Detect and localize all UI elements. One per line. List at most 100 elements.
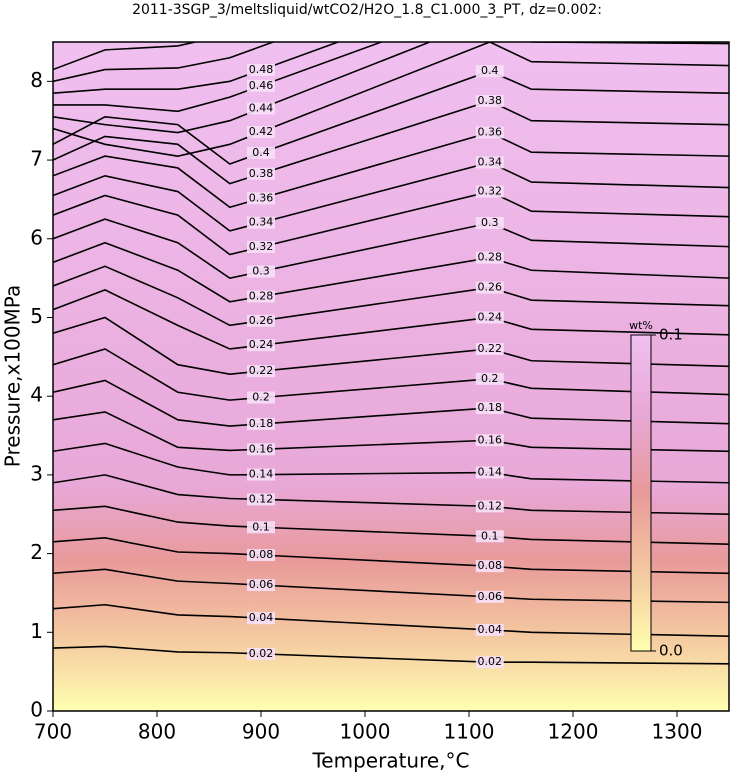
y-tick-label: 0	[30, 698, 43, 722]
contour-label: 0.16	[249, 442, 274, 455]
contour-line	[53, 537, 729, 575]
y-axis-label: Pressure,x100MPa	[1, 285, 25, 467]
contour-line	[53, 42, 276, 83]
contour-label: 0.38	[478, 94, 503, 107]
colorbar	[630, 334, 652, 652]
contour-label: 0.28	[478, 251, 503, 264]
x-tick-label: 900	[242, 720, 280, 744]
contour-label-bg	[475, 500, 504, 513]
contour-label-bg	[475, 217, 504, 230]
contour-label-bg	[247, 167, 275, 180]
y-tick-label: 8	[30, 68, 43, 92]
y-tick-label: 1	[30, 619, 43, 643]
contour-label-bg	[247, 64, 275, 77]
contour-label-bg	[247, 647, 275, 660]
contour-line	[53, 265, 729, 327]
contour-label: 0.14	[478, 466, 503, 479]
contour-label-bg	[247, 192, 275, 205]
x-tick-label: 700	[34, 720, 72, 744]
contour-label: 0.14	[249, 468, 274, 481]
contour-label-bg	[247, 417, 275, 430]
contour-label-bg	[247, 612, 275, 625]
contour-line	[53, 505, 729, 545]
contour-label-bg	[247, 443, 275, 456]
contour-label: 0.26	[249, 314, 274, 327]
contour-line	[53, 131, 729, 209]
contour-line	[53, 316, 729, 375]
contour-label: 0.12	[478, 499, 503, 512]
contour-label: 0.36	[478, 126, 503, 139]
contour-label: 0.18	[478, 401, 503, 414]
contour-label: 0.18	[249, 417, 274, 430]
contour-label: 0.2	[481, 372, 499, 385]
contour-line	[53, 411, 729, 453]
contour-label: 0.42	[249, 125, 274, 138]
contour-line	[53, 348, 729, 401]
contour-label: 0.3	[481, 216, 499, 229]
contour-label-bg	[475, 401, 504, 414]
contour-label: 0.22	[478, 342, 503, 355]
contour-label-bg	[247, 468, 275, 481]
contour-label-bg	[247, 493, 275, 506]
contour-line	[53, 474, 729, 516]
contour-line	[53, 100, 729, 185]
contour-label-bg	[475, 251, 504, 264]
contour-line	[53, 42, 384, 113]
contour-label: 0.16	[478, 433, 503, 446]
contour-label-bg	[475, 126, 504, 139]
contour-label: 0.22	[249, 364, 274, 377]
contour-line	[53, 645, 729, 665]
contour-label: 0.2	[252, 391, 270, 404]
contour-label-bg	[475, 156, 504, 169]
contour-label-bg	[247, 290, 275, 303]
contour-label-bg	[475, 466, 504, 479]
contour-label: 0.38	[249, 167, 274, 180]
contour-label-bg	[247, 314, 275, 327]
contour-label-bg	[475, 342, 504, 355]
contour-label: 0.46	[249, 79, 274, 92]
contour-line	[53, 42, 729, 134]
colorbar-title: wt%	[629, 319, 653, 332]
contour-label-bg	[247, 579, 275, 592]
contour-line	[53, 161, 729, 232]
contour-line	[53, 42, 341, 94]
plot-frame	[52, 41, 730, 712]
contour-label-bg	[475, 623, 504, 636]
contour-label: 0.04	[249, 611, 274, 624]
contour-line	[53, 568, 729, 604]
contour-label: 0.08	[249, 548, 274, 561]
contour-line	[53, 70, 729, 165]
contour-label-bg	[247, 102, 275, 115]
contour-label-bg	[247, 339, 275, 352]
contour-label-bg	[475, 560, 504, 573]
contour-label-bg	[475, 65, 504, 78]
contour-label: 0.1	[252, 520, 270, 533]
contour-label-bg	[475, 281, 504, 294]
contour-line	[53, 442, 729, 484]
x-tick-label: 1000	[340, 720, 391, 744]
y-tick-label: 4	[30, 383, 43, 407]
contour-label-bg	[247, 391, 275, 404]
contour-label: 0.32	[478, 185, 503, 198]
contour-label-bg	[475, 372, 504, 385]
contour-label-bg	[475, 434, 504, 447]
contour-line	[53, 379, 729, 427]
contour-label: 0.48	[249, 63, 274, 76]
y-tick-label: 5	[30, 304, 43, 328]
x-tick-label: 1200	[548, 720, 599, 744]
contour-label-bg	[247, 240, 275, 253]
contour-label: 0.26	[478, 281, 503, 294]
y-tick-label: 2	[30, 540, 43, 564]
contour-line	[53, 218, 729, 279]
contour-label: 0.34	[249, 216, 274, 229]
contour-label-bg	[475, 185, 504, 198]
x-tick-label: 800	[138, 720, 176, 744]
contour-label: 0.28	[249, 289, 274, 302]
contour-label-bg	[247, 265, 275, 278]
x-tick-label: 1100	[444, 720, 495, 744]
contour-label-bg	[475, 530, 504, 543]
contour-line	[53, 42, 199, 71]
contour-label-bg	[475, 590, 504, 603]
contour-label-bg	[247, 126, 275, 139]
